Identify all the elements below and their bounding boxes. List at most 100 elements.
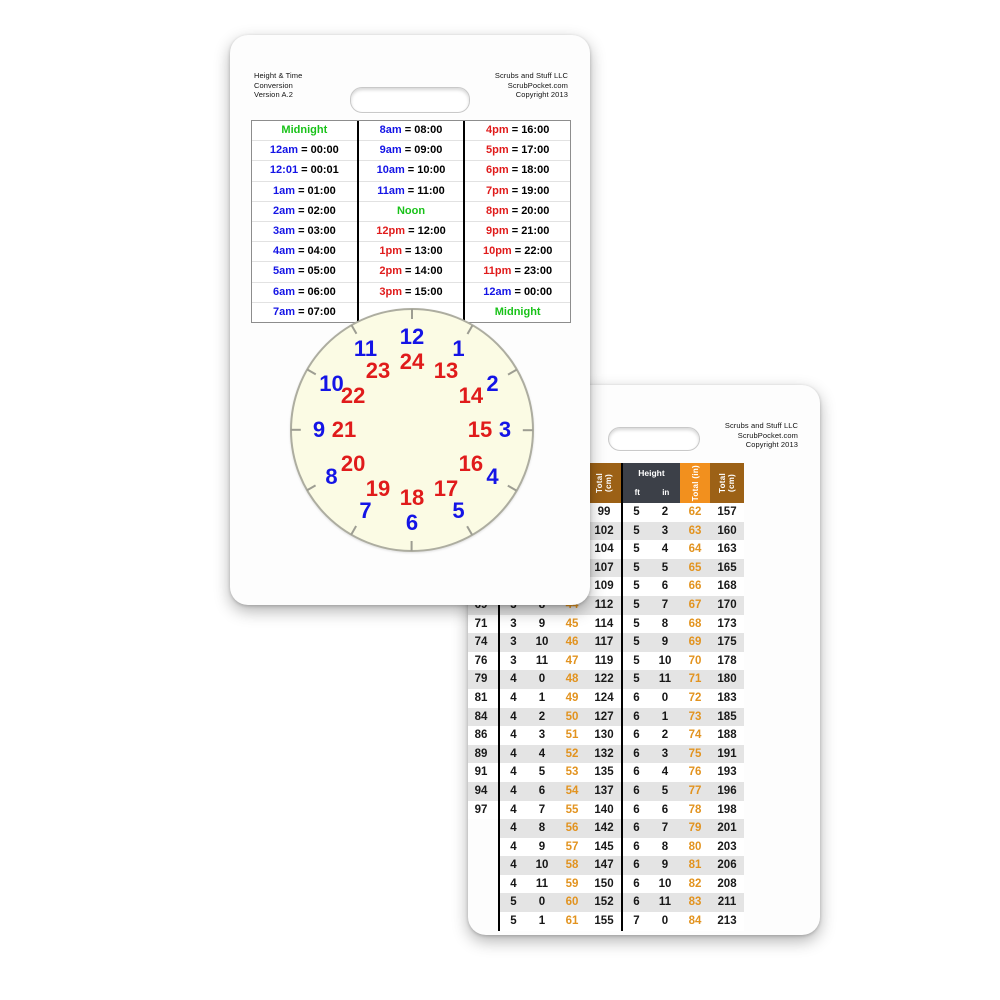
clock-hour-inner: 13 (433, 358, 459, 384)
total-cm-cell: 208 (710, 874, 744, 894)
clock-hour-outer: 3 (498, 417, 512, 442)
time-table-cell: 12:01 = 00:01 (252, 161, 357, 182)
total-inches-cell: 73 (680, 707, 710, 727)
height-in-cell: 7 (650, 595, 680, 615)
time-table-cell: 9pm = 21:00 (465, 222, 571, 243)
clock-hour-outer: 5 (452, 497, 465, 523)
clock-tick (411, 309, 413, 319)
total-cm-cell: 147 (587, 856, 621, 875)
total-inches-cell: 50 (557, 707, 587, 727)
total-cm-cell: 104 (587, 540, 621, 559)
time-table-cell: 7am = 07:00 (272, 305, 336, 318)
total-inches-cell: 79 (680, 819, 710, 838)
time-conversion-badge-card[interactable]: Height & Time Conversion Version A.2 Scr… (230, 35, 590, 605)
clock-tick (350, 525, 358, 536)
total-cm-cell: 91 (468, 763, 498, 782)
height-ft-cell: 6 (623, 763, 650, 782)
height-ft-cell: 4 (500, 856, 527, 875)
total-cm-cell: 150 (587, 874, 621, 894)
height-ft-cell: 5 (623, 503, 650, 522)
total-cm-cell: 97 (468, 800, 498, 820)
total-cm-cell: 163 (710, 540, 744, 559)
height-in-cell: 1 (527, 912, 557, 931)
height-ft-cell: 6 (623, 819, 650, 838)
total-cm-cell: 180 (710, 670, 744, 689)
height-in-cell: 11 (650, 670, 680, 689)
height-ft-cell: 4 (500, 874, 527, 894)
total-cm-cell: 124 (587, 688, 621, 708)
total-inches-cell: 76 (680, 763, 710, 782)
total-inches-cell: 74 (680, 726, 710, 745)
time-table-cell: 1pm = 13:00 (358, 242, 464, 263)
total-inches-cell: 68 (680, 614, 710, 634)
height-in-cell: 4 (527, 744, 557, 764)
height-ft-cell: 5 (623, 614, 650, 634)
height-in-cell: 10 (527, 856, 557, 875)
height-in-cell: 6 (650, 577, 680, 596)
total-cm-cell: 119 (587, 651, 621, 671)
height-in-cell: 9 (527, 614, 557, 634)
total-inches-cell: 56 (557, 819, 587, 838)
total-cm-cell: 137 (587, 781, 621, 801)
total-inches-cell: 62 (680, 503, 710, 522)
total-inches-cell: 69 (680, 633, 710, 652)
height-in-cell: 11 (527, 874, 557, 894)
total-cm-cell: 201 (710, 819, 744, 838)
height-in-cell: 5 (650, 781, 680, 801)
total-cm-cell: 152 (587, 893, 621, 913)
height-in-cell: 8 (650, 837, 680, 857)
total-inches-cell: 45 (557, 614, 587, 634)
clock-hour-inner: 24 (399, 349, 425, 374)
total-cm-cell: 89 (468, 744, 498, 764)
total-inches-cell: 63 (680, 521, 710, 541)
total-inches-cell: 75 (680, 744, 710, 764)
clock-tick (411, 541, 413, 551)
height-table-group: Height ft in 5 5 5 5 5 5 5 5 5 5 6 6 6 6 6 6 6 6 6 6 6 6 7 2 3 4 5 6 7 8… (621, 463, 744, 931)
total-cm-cell: 135 (587, 763, 621, 782)
height-in-cell: 10 (650, 874, 680, 894)
height-in-cell: 9 (650, 633, 680, 652)
time-table-cell: 3am = 03:00 (252, 222, 357, 243)
time-table-cell: 3pm = 15:00 (358, 283, 464, 303)
height-ft-cell: 4 (500, 744, 527, 764)
height-in-cell: 9 (527, 837, 557, 857)
height-ft-cell: 6 (623, 800, 650, 820)
time-table-cell: 4am = 04:00 (252, 242, 357, 263)
height-in-cell: 3 (650, 521, 680, 541)
clock-tick (350, 324, 358, 335)
total-cm-cell: 102 (587, 521, 621, 541)
height-in-cell: 1 (650, 707, 680, 727)
total-inches-cell: 72 (680, 688, 710, 708)
total-cm-cell: 140 (587, 800, 621, 820)
clock-hour-inner: 15 (467, 417, 493, 442)
height-ft-cell: 6 (623, 781, 650, 801)
total-cm-cell: 191 (710, 744, 744, 764)
height-in-cell: 8 (527, 819, 557, 838)
total-cm-cell: 109 (587, 577, 621, 596)
clock-hour-outer: 12 (399, 324, 425, 349)
time-table-cell: Noon (358, 202, 464, 222)
height-ft-cell: 6 (623, 707, 650, 727)
total-inches-cell: 77 (680, 781, 710, 801)
clock-hour-inner: 22 (340, 383, 366, 408)
total-inches-cell: 48 (557, 670, 587, 689)
clock-hour-inner: 21 (331, 417, 357, 442)
total-cm-cell: 211 (710, 893, 744, 913)
total-inches-cell: 83 (680, 893, 710, 913)
total-cm-cell: 173 (710, 614, 744, 634)
total-inches-header: Total (in) (680, 463, 710, 503)
clock-hour-outer: 1 (452, 336, 465, 362)
total-inches-cell: 58 (557, 856, 587, 875)
height-in-cell: 8 (650, 614, 680, 634)
height-ft-cell: 4 (500, 781, 527, 801)
clock-hour-outer: 6 (405, 510, 419, 535)
height-ft-cell: 4 (500, 819, 527, 838)
time-table-column: 4pm = 16:00 5pm = 17:00 6pm = 18:00 7pm = 1… (463, 121, 571, 322)
total-cm-cell: 99 (587, 503, 621, 522)
total-inches-cell: 55 (557, 800, 587, 820)
time-table-cell: 12am = 00:00 (252, 141, 357, 162)
clock-hour-inner: 23 (365, 358, 391, 384)
time-table-cell: 5pm = 17:00 (465, 141, 571, 162)
total-inches-cell: 54 (557, 781, 587, 801)
